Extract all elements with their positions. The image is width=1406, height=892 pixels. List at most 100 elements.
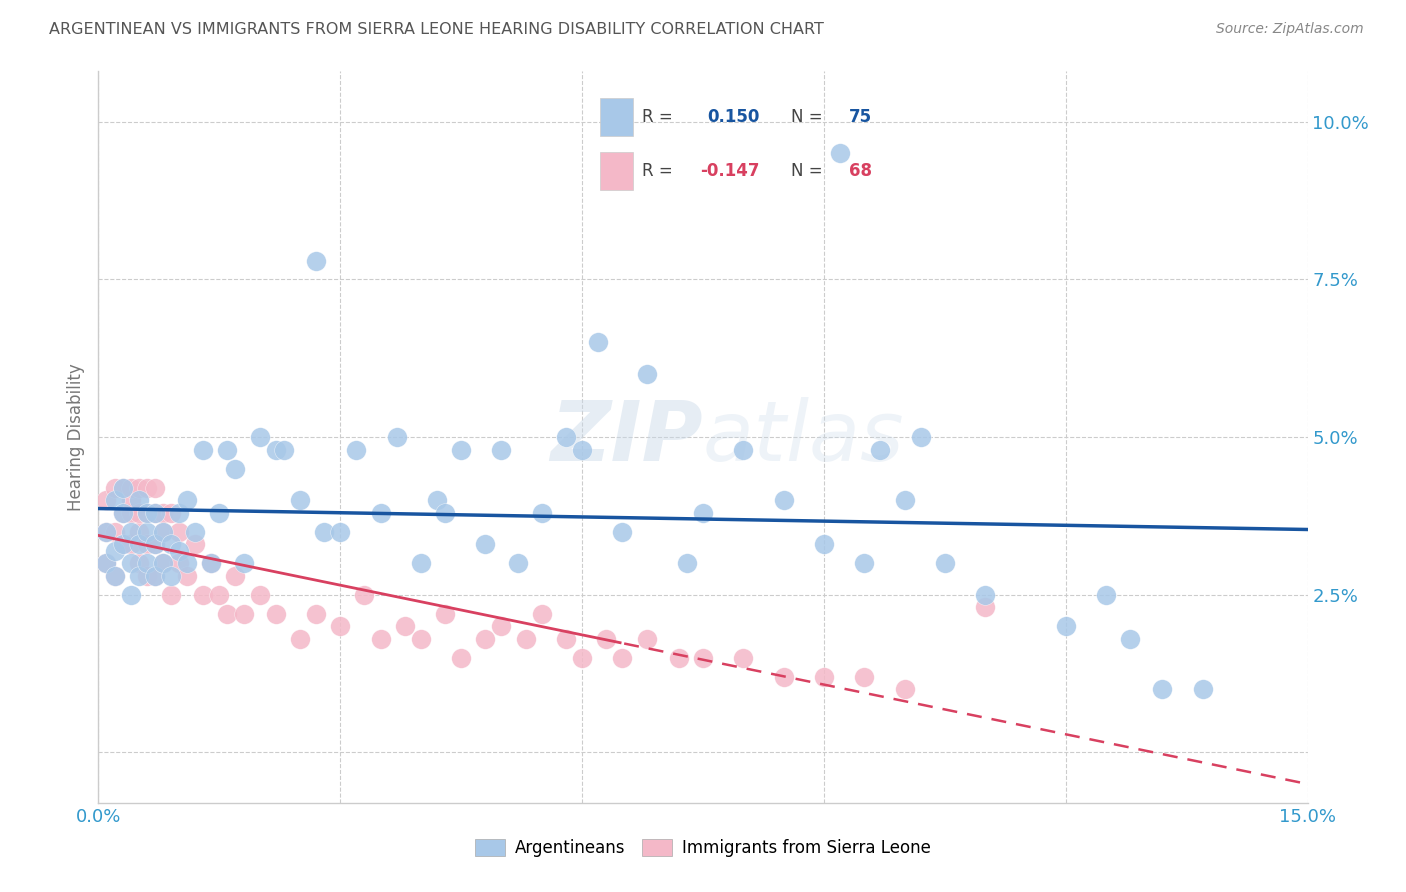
Point xyxy=(273,442,295,457)
Point xyxy=(450,650,472,665)
Point xyxy=(111,506,134,520)
Point xyxy=(409,632,432,646)
Point xyxy=(676,556,699,570)
Point xyxy=(135,556,157,570)
Point xyxy=(111,481,134,495)
Text: ZIP: ZIP xyxy=(550,397,703,477)
Point xyxy=(143,506,166,520)
Point xyxy=(1054,619,1077,633)
Point xyxy=(111,537,134,551)
Point xyxy=(128,524,150,539)
Point xyxy=(143,506,166,520)
Point xyxy=(184,537,207,551)
Point xyxy=(288,493,311,508)
Point xyxy=(167,543,190,558)
Point xyxy=(813,670,835,684)
Point xyxy=(128,569,150,583)
Point xyxy=(353,588,375,602)
Point xyxy=(128,481,150,495)
Point xyxy=(193,588,215,602)
Point xyxy=(305,607,328,621)
Point xyxy=(370,506,392,520)
Point xyxy=(586,335,609,350)
Text: N =: N = xyxy=(792,108,823,126)
Point xyxy=(506,556,529,570)
Point xyxy=(128,493,150,508)
Point xyxy=(853,556,876,570)
Point xyxy=(893,682,915,697)
Point xyxy=(143,481,166,495)
Point xyxy=(103,481,125,495)
Point xyxy=(176,569,198,583)
Point xyxy=(111,481,134,495)
Point xyxy=(530,607,553,621)
Point xyxy=(636,632,658,646)
Point xyxy=(167,506,190,520)
Point xyxy=(128,556,150,570)
Point xyxy=(103,524,125,539)
Point xyxy=(103,569,125,583)
Point xyxy=(128,537,150,551)
Point xyxy=(232,607,254,621)
Point xyxy=(385,430,408,444)
Point xyxy=(128,506,150,520)
Point xyxy=(314,524,336,539)
Point xyxy=(733,650,755,665)
Point xyxy=(217,607,239,621)
Point xyxy=(152,556,174,570)
Point xyxy=(1119,632,1142,646)
Point xyxy=(772,670,794,684)
Point xyxy=(135,524,157,539)
Point xyxy=(111,537,134,551)
Point xyxy=(208,588,231,602)
Point xyxy=(120,493,142,508)
Point xyxy=(200,556,222,570)
Point xyxy=(571,650,593,665)
FancyBboxPatch shape xyxy=(600,98,633,136)
Point xyxy=(893,493,915,508)
Point xyxy=(264,607,287,621)
Point xyxy=(249,430,271,444)
Point xyxy=(135,481,157,495)
Point xyxy=(571,442,593,457)
Point xyxy=(813,537,835,551)
Point xyxy=(224,461,246,475)
Point xyxy=(869,442,891,457)
Text: -0.147: -0.147 xyxy=(700,161,761,179)
Point xyxy=(692,650,714,665)
Point xyxy=(1191,682,1213,697)
Legend: Argentineans, Immigrants from Sierra Leone: Argentineans, Immigrants from Sierra Leo… xyxy=(468,832,938,864)
Point xyxy=(143,537,166,551)
Point xyxy=(612,650,634,665)
Text: 68: 68 xyxy=(849,161,872,179)
Point xyxy=(329,524,352,539)
Point xyxy=(288,632,311,646)
Point xyxy=(176,556,198,570)
Point xyxy=(184,524,207,539)
Point xyxy=(96,524,118,539)
Point xyxy=(491,619,513,633)
Point xyxy=(96,493,118,508)
Point xyxy=(152,506,174,520)
Point xyxy=(143,569,166,583)
Point xyxy=(135,506,157,520)
Text: Source: ZipAtlas.com: Source: ZipAtlas.com xyxy=(1216,22,1364,37)
Point xyxy=(111,506,134,520)
Point xyxy=(474,632,496,646)
Point xyxy=(96,524,118,539)
Point xyxy=(434,506,457,520)
Point xyxy=(208,506,231,520)
Point xyxy=(555,430,578,444)
Point xyxy=(692,506,714,520)
Point xyxy=(135,506,157,520)
Point xyxy=(120,556,142,570)
Text: atlas: atlas xyxy=(703,397,904,477)
Point xyxy=(160,569,183,583)
Point xyxy=(217,442,239,457)
Point xyxy=(120,506,142,520)
Point xyxy=(668,650,690,665)
Text: 75: 75 xyxy=(849,108,872,126)
Point xyxy=(152,524,174,539)
Point xyxy=(232,556,254,570)
Point xyxy=(176,493,198,508)
